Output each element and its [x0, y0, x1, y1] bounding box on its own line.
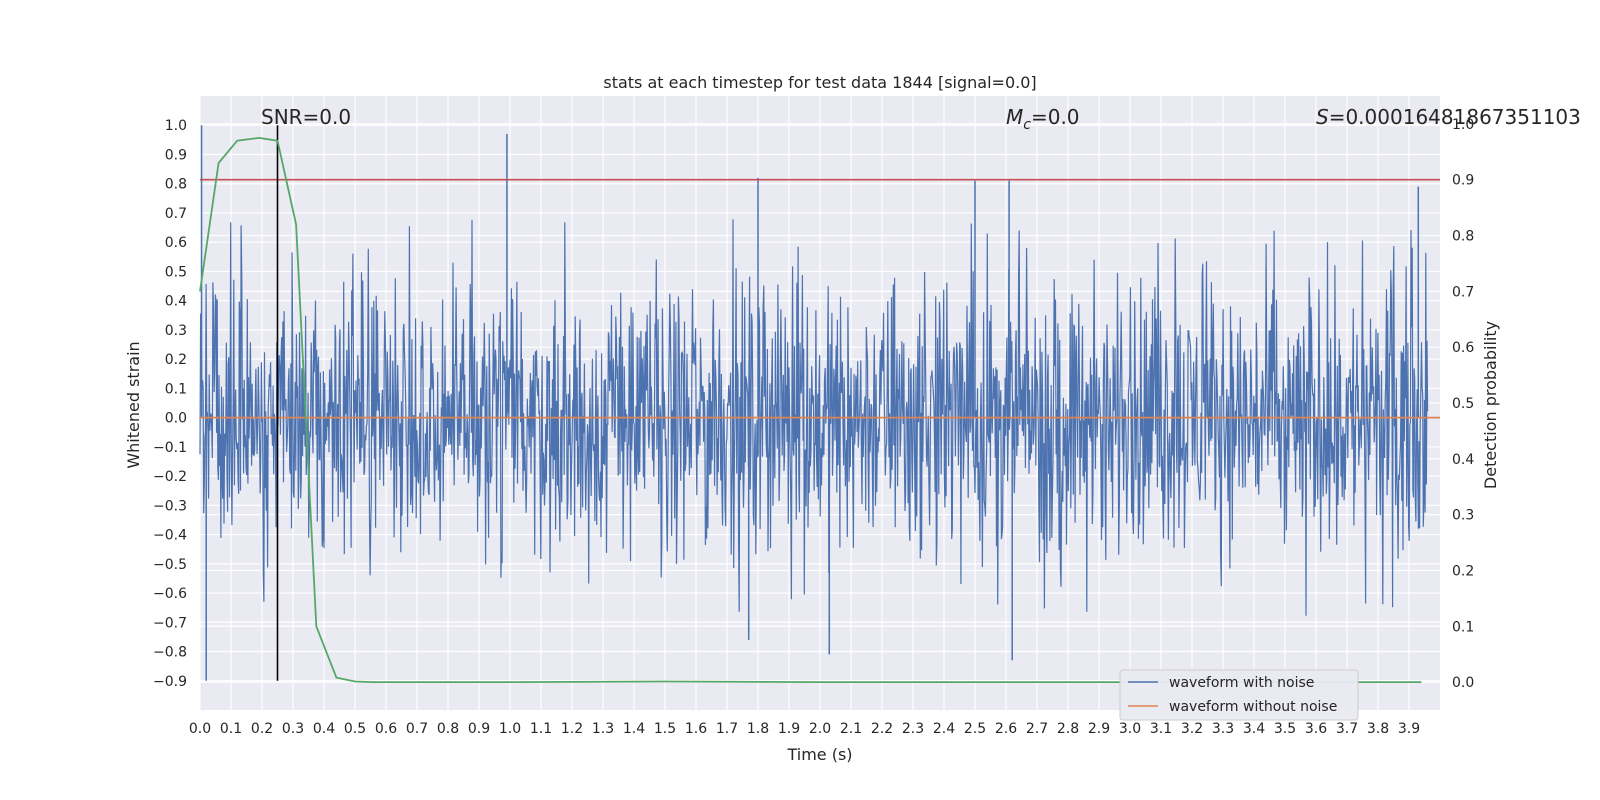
y-tick-label: 0.3: [165, 323, 187, 339]
x-tick-label: 3.1: [1150, 721, 1172, 737]
s-value: =0.00016481867351103: [1329, 105, 1581, 129]
x-tick-label: 2.7: [1026, 721, 1048, 737]
y-right-tick-label: 0.6: [1452, 340, 1474, 356]
y-tick-label: −0.1: [153, 440, 187, 456]
x-tick-label: 3.7: [1336, 721, 1358, 737]
series-detection-probability: [199, 136, 1422, 683]
x-tick-label: 2.2: [871, 721, 893, 737]
snr-annotation: SNR=0.0: [261, 105, 351, 129]
y-tick-label: 0.1: [165, 381, 187, 397]
x-tick-label: 3.0: [1119, 721, 1141, 737]
x-tick-label: 3.6: [1305, 721, 1327, 737]
x-tick-label: 1.0: [499, 721, 521, 737]
x-tick-label: 0.8: [437, 721, 459, 737]
y-tick-label: −0.3: [153, 498, 187, 514]
y-tick-label: 1.0: [165, 118, 187, 134]
x-tick-label: 3.8: [1367, 721, 1389, 737]
x-tick-label: 3.9: [1398, 721, 1420, 737]
x-tick-label: 1.8: [747, 721, 769, 737]
y-axis-right-label: Detection probability: [1481, 321, 1500, 489]
x-tick-label: 1.3: [592, 721, 614, 737]
legend-label-clean: waveform without noise: [1169, 699, 1337, 715]
x-tick-label: 3.2: [1181, 721, 1203, 737]
chart-title: stats at each timestep for test data 184…: [603, 73, 1036, 92]
grid: [199, 96, 1440, 710]
x-tick-label: 3.4: [1243, 721, 1265, 737]
y-tick-label: −0.8: [153, 645, 187, 661]
x-tick-label: 2.5: [964, 721, 986, 737]
x-axis: 0.0 0.1 0.2 0.3 0.4 0.5 0.6 0.7 0.8 0.9 1.0 1.1 1.2 1…: [189, 721, 1420, 737]
x-tick-label: 2.0: [809, 721, 831, 737]
x-tick-label: 3.5: [1274, 721, 1296, 737]
y-right-tick-label: 0.7: [1452, 284, 1474, 300]
y-right-tick-label: 0.8: [1452, 229, 1474, 245]
x-tick-label: 0.3: [282, 721, 304, 737]
x-tick-label: 2.6: [995, 721, 1017, 737]
y-right-tick-label: 0.2: [1452, 563, 1474, 579]
x-tick-label: 0.5: [344, 721, 366, 737]
y-right-tick-label: 0.5: [1452, 396, 1474, 412]
legend-box: [1119, 669, 1359, 721]
x-tick-label: 0.6: [375, 721, 397, 737]
y-axis-left: 1.0 0.9 0.8 0.7 0.6 0.5 0.4 0.3 0.2 0.1 0.0 −0.1 −0.…: [153, 118, 187, 690]
x-tick-label: 0.0: [189, 721, 211, 737]
y-tick-label: −0.9: [153, 674, 187, 690]
y-tick-label: 0.5: [165, 264, 187, 280]
y-tick-label: 0.0: [165, 411, 187, 427]
x-tick-label: 2.9: [1088, 721, 1110, 737]
y-tick-label: 0.7: [165, 206, 187, 222]
x-tick-label: 1.1: [530, 721, 552, 737]
y-right-tick-label: 0.4: [1452, 452, 1474, 468]
x-tick-label: 0.2: [251, 721, 273, 737]
y-axis-label: Whitened strain: [124, 341, 143, 468]
y-tick-label: −0.5: [153, 557, 187, 573]
noise-trace: [199, 219, 1429, 616]
y-right-tick-label: 0.3: [1452, 508, 1474, 524]
x-tick-label: 1.5: [654, 721, 676, 737]
x-tick-label: 0.9: [468, 721, 490, 737]
s-annotation: S=0.00016481867351103: [1316, 105, 1581, 129]
series-waveform-with-noise: [199, 125, 1429, 681]
legend: waveform with noise waveform without noi…: [1119, 669, 1359, 721]
x-tick-label: 2.3: [902, 721, 924, 737]
mc-annotation: Mc=0.0: [1006, 105, 1080, 133]
y-tick-label: −0.7: [153, 615, 187, 631]
y-tick-label: 0.2: [165, 352, 187, 368]
x-tick-label: 1.7: [716, 721, 738, 737]
mc-symbol: M: [1006, 105, 1023, 129]
y-axis-right: 1.0 0.9 0.8 0.7 0.6 0.5 0.4 0.3 0.2 0.1 0.0: [1452, 117, 1474, 691]
y-tick-label: −0.4: [153, 528, 187, 544]
y-right-tick-label: 0.1: [1452, 619, 1474, 635]
s-symbol: S: [1316, 105, 1329, 129]
y-right-tick-label: 0.0: [1452, 675, 1474, 691]
x-tick-label: 2.8: [1057, 721, 1079, 737]
y-tick-label: 0.6: [165, 235, 187, 251]
legend-label-noise: waveform with noise: [1169, 675, 1314, 691]
y-right-tick-label: 0.9: [1452, 173, 1474, 189]
mc-subscript: c: [1023, 117, 1031, 133]
overlay: [199, 125, 1440, 683]
x-tick-label: 1.2: [561, 721, 583, 737]
x-axis-label: Time (s): [786, 745, 852, 764]
y-tick-label: 0.4: [165, 294, 187, 310]
x-tick-label: 1.9: [778, 721, 800, 737]
x-tick-label: 1.4: [623, 721, 645, 737]
y-right-tick-label: 1.0: [1452, 117, 1474, 133]
y-tick-label: −0.6: [153, 586, 187, 602]
y-tick-label: 0.9: [165, 147, 187, 163]
x-tick-label: 3.3: [1212, 721, 1234, 737]
x-tick-label: 1.6: [685, 721, 707, 737]
x-tick-label: 0.1: [220, 721, 242, 737]
y-tick-label: 0.8: [165, 177, 187, 193]
x-tick-label: 0.7: [406, 721, 428, 737]
x-tick-label: 2.4: [933, 721, 955, 737]
x-tick-label: 0.4: [313, 721, 335, 737]
y-tick-label: −0.2: [153, 469, 187, 485]
mc-value: =0.0: [1031, 105, 1080, 129]
x-tick-label: 2.1: [840, 721, 862, 737]
